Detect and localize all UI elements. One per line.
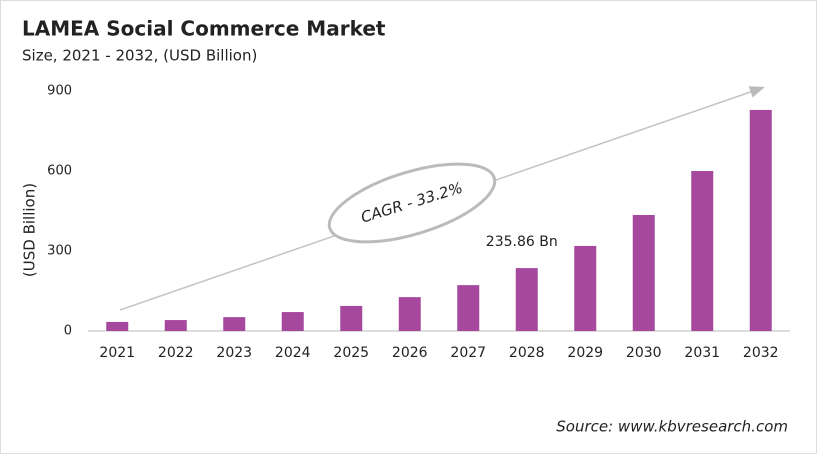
bar bbox=[223, 317, 246, 331]
bar bbox=[457, 285, 480, 331]
bar bbox=[749, 109, 772, 331]
x-tick-label: 2021 bbox=[99, 345, 135, 361]
x-tick-label: 2031 bbox=[684, 345, 720, 361]
x-tick-label: 2025 bbox=[333, 345, 369, 361]
cagr-ellipse bbox=[327, 162, 497, 244]
bar bbox=[691, 171, 714, 331]
bar bbox=[398, 297, 421, 331]
source-note: Source: www.kbvresearch.com bbox=[556, 418, 788, 436]
y-tick-label: 0 bbox=[64, 324, 72, 339]
bar bbox=[632, 215, 655, 331]
x-tick-label: 2027 bbox=[450, 345, 486, 361]
x-tick-label: 2030 bbox=[626, 345, 662, 361]
x-tick-label: 2032 bbox=[743, 345, 779, 361]
bar bbox=[164, 320, 187, 331]
chart-subtitle: Size, 2021 - 2032, (USD Billion) bbox=[22, 47, 257, 65]
y-tick-label: 600 bbox=[47, 164, 72, 179]
bar bbox=[106, 321, 129, 331]
y-axis-label: (USD Billion) bbox=[21, 183, 39, 277]
x-tick-label: 2028 bbox=[509, 345, 545, 361]
bar bbox=[574, 245, 597, 331]
x-tick-label: 2026 bbox=[392, 345, 428, 361]
y-tick-label: 900 bbox=[47, 84, 72, 99]
x-tick-label: 2024 bbox=[275, 345, 311, 361]
x-tick-label: 2023 bbox=[216, 345, 252, 361]
x-tick-label: 2029 bbox=[567, 345, 603, 361]
x-tick-label: 2022 bbox=[158, 345, 194, 361]
data-label: 235.86 Bn bbox=[486, 234, 558, 250]
bar bbox=[340, 305, 363, 331]
bar bbox=[281, 312, 304, 331]
bar bbox=[515, 268, 538, 331]
y-tick-label: 300 bbox=[47, 244, 72, 259]
chart-title: LAMEA Social Commerce Market bbox=[22, 17, 386, 41]
